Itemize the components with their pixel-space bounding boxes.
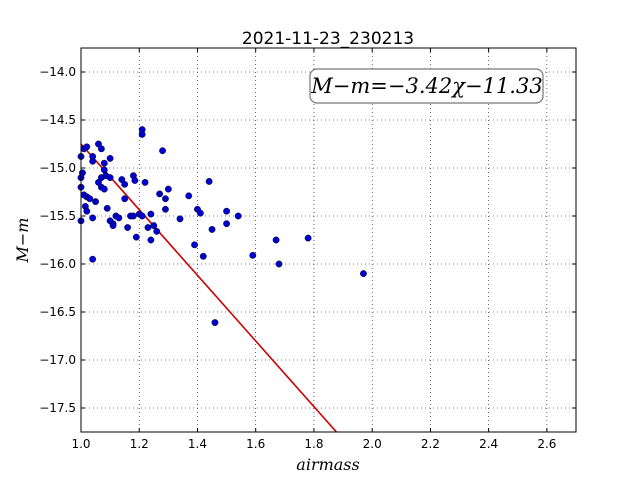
- data-point: [100, 166, 108, 174]
- data-point: [162, 195, 169, 203]
- data-point: [97, 145, 105, 153]
- y-tick-label: −14.0: [39, 65, 76, 79]
- grid: [80, 48, 576, 432]
- data-point: [272, 236, 280, 244]
- data-point: [83, 207, 91, 215]
- fit-line-layer: [80, 143, 338, 433]
- data-point: [205, 178, 213, 185]
- x-tick-label: 2.4: [479, 437, 498, 451]
- x-tick-label: 1.8: [304, 437, 323, 451]
- annotation-text: M−m=−3.42χ−11.33: [310, 74, 542, 98]
- data-point: [208, 226, 216, 233]
- data-point: [234, 212, 242, 220]
- data-point: [223, 207, 230, 215]
- data-point: [115, 214, 123, 222]
- data-point: [147, 236, 155, 244]
- y-tick-label: −17.5: [39, 401, 76, 415]
- x-tick-label: 2.0: [363, 437, 382, 451]
- x-tick-label: 1.6: [246, 437, 265, 451]
- data-point: [131, 177, 139, 184]
- x-tick-label: 1.2: [130, 437, 149, 451]
- data-point: [121, 180, 129, 188]
- data-point: [153, 227, 161, 235]
- x-tick-label: 1.0: [71, 437, 90, 451]
- data-point: [156, 190, 164, 198]
- data-points: [77, 126, 367, 326]
- data-point: [121, 195, 129, 203]
- data-point: [109, 222, 117, 230]
- data-point: [100, 159, 108, 167]
- y-tick-label: −17.0: [39, 353, 76, 367]
- data-point: [89, 157, 97, 165]
- data-point: [144, 224, 152, 231]
- data-point: [79, 169, 86, 177]
- data-point: [223, 220, 230, 228]
- fit-annotation: M−m=−3.42χ−11.33: [309, 68, 544, 104]
- data-point: [211, 319, 219, 326]
- data-point: [249, 251, 257, 259]
- data-point: [141, 178, 149, 186]
- data-point: [103, 204, 111, 212]
- data-point: [92, 198, 99, 206]
- x-tick-label: 2.2: [421, 437, 440, 451]
- data-point: [106, 174, 114, 182]
- data-point: [86, 195, 94, 203]
- data-point: [199, 252, 207, 260]
- data-point: [130, 212, 137, 220]
- data-point: [147, 210, 155, 218]
- y-axis-label: M−m: [13, 218, 32, 264]
- data-point: [100, 185, 108, 193]
- y-tick-label: −16.5: [39, 305, 76, 319]
- data-point: [176, 215, 184, 223]
- data-point: [304, 234, 312, 242]
- data-point: [106, 154, 114, 162]
- fit-line: [80, 143, 338, 433]
- data-point: [124, 224, 131, 231]
- data-point: [138, 130, 146, 138]
- y-tick-label: −14.5: [39, 113, 76, 127]
- data-point: [275, 260, 283, 268]
- data-point: [89, 255, 97, 263]
- data-point: [196, 209, 204, 217]
- plot-frame: [80, 47, 577, 433]
- data-point: [162, 205, 169, 213]
- data-point: [83, 143, 91, 151]
- data-point: [89, 214, 97, 222]
- y-tick-label: −15.5: [39, 209, 76, 223]
- y-tick-label: −16.0: [39, 257, 76, 271]
- y-tick-label: −15.0: [39, 161, 76, 175]
- x-axis-label: airmass: [296, 455, 359, 474]
- x-tick-label: 2.6: [537, 437, 556, 451]
- axis-ticks: 1.0 1.2 1.4 1.6 1.8 2.0 2.2 2.4 2.6 −14.0 −14.5 −15…: [39, 48, 576, 451]
- x-tick-label: 1.4: [188, 437, 207, 451]
- data-point: [191, 241, 198, 249]
- data-point: [159, 147, 166, 155]
- data-point: [150, 222, 158, 230]
- data-point: [185, 192, 193, 200]
- annotation-box: [309, 68, 544, 104]
- data-point: [132, 233, 140, 241]
- data-point: [360, 270, 367, 277]
- chart-title: 2021-11-23_230213: [242, 29, 414, 49]
- data-point: [164, 185, 172, 193]
- data-point: [138, 212, 146, 220]
